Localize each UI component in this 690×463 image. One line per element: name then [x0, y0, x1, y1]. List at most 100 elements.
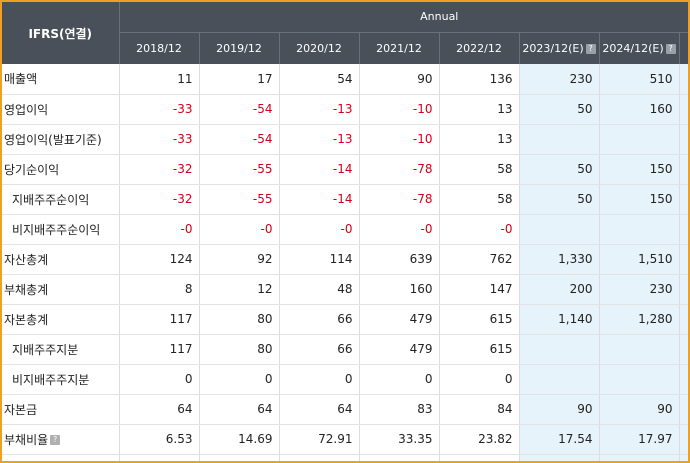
table-row: 매출액 11 17 54 90 136 230 510	[2, 64, 688, 95]
table-cell: 230	[518, 64, 599, 95]
table-cell	[118, 454, 199, 461]
table-cell: -0	[198, 214, 279, 245]
table-cell	[278, 454, 359, 461]
period-label: 2022/12	[456, 41, 502, 55]
row-label: 자본총계	[2, 304, 119, 335]
period-header: 2024/12(E)?	[598, 31, 679, 64]
table-cell: -0	[438, 214, 519, 245]
table-cell: 23.82	[438, 424, 519, 455]
row-label: 영업이익(발표기준)	[2, 124, 119, 155]
table-cell: -10	[358, 124, 439, 155]
table-cell	[678, 274, 688, 305]
table-cell: 92	[198, 244, 279, 275]
table-cell: 114	[278, 244, 359, 275]
row-label: 부채총계	[2, 274, 119, 305]
table-cell: 66	[278, 304, 359, 335]
table-cell: -32	[118, 184, 199, 215]
table-row: 자본총계 117 80 66 479 615 1,140 1,280	[2, 304, 688, 335]
row-label-text: 지배주주지분	[12, 342, 79, 357]
table-cell	[598, 454, 679, 461]
table-cell: 0	[358, 364, 439, 395]
table-cell	[678, 94, 688, 125]
period-label: 2021/12	[376, 41, 422, 55]
table-cell: -0	[358, 214, 439, 245]
table-cell: 17.97	[598, 424, 679, 455]
table-cell: -13	[278, 94, 359, 125]
row-label-text: 비지배주주순이익	[12, 222, 101, 237]
period-header: 2	[678, 31, 688, 64]
row-label-text: 영업이익	[4, 102, 49, 117]
table-cell: 510	[598, 64, 679, 95]
table-cell: 66	[278, 334, 359, 365]
table-cell: -32	[118, 154, 199, 185]
table-cell	[598, 124, 679, 155]
table-cell	[598, 214, 679, 245]
table-cell	[678, 334, 688, 365]
period-header: 2021/12	[358, 31, 439, 64]
table-cell: 33.35	[358, 424, 439, 455]
table-cell	[678, 184, 688, 215]
row-label: 지배주주순이익	[2, 184, 119, 215]
table-row: 영업이익(발표기준) -33 -54 -13 -10 13	[2, 124, 688, 155]
table-cell	[678, 124, 688, 155]
table-row: 비지배주주순이익 -0 -0 -0 -0 -0	[2, 214, 688, 245]
table-cell	[198, 454, 279, 461]
table-row: 영업이익 -33 -54 -13 -10 13 50 160	[2, 94, 688, 125]
table-cell: 50	[518, 94, 599, 125]
table-cell: 48	[278, 274, 359, 305]
row-label-text: 당기순이익	[4, 162, 60, 177]
table-cell: 58	[438, 154, 519, 185]
period-label: 2023/12(E)	[522, 41, 584, 55]
table-cell	[678, 424, 688, 455]
period-header: 2023/12(E)?	[518, 31, 599, 64]
table-cell: -33	[118, 124, 199, 155]
row-label: 비지배주주순이익	[2, 214, 119, 245]
table-cell: 6.53	[118, 424, 199, 455]
row-label: 지배주주지분	[2, 334, 119, 365]
table-cell: 64	[198, 394, 279, 425]
table-cell: -78	[358, 184, 439, 215]
table-cell	[518, 214, 599, 245]
table-cell: -13	[278, 124, 359, 155]
table-cell: -55	[198, 154, 279, 185]
table-cell: 479	[358, 334, 439, 365]
table-cell	[678, 364, 688, 395]
table-cell: -78	[358, 154, 439, 185]
table-row: 당기순이익 -32 -55 -14 -78 58 50 150	[2, 154, 688, 185]
table-cell: -10	[358, 94, 439, 125]
period-header: 2020/12	[278, 31, 359, 64]
table-cell: 147	[438, 274, 519, 305]
row-label-text: 자산총계	[4, 252, 49, 267]
table-cell: 160	[358, 274, 439, 305]
row-label: 자산총계	[2, 244, 119, 275]
table-cell: -33	[118, 94, 199, 125]
table-body: 매출액 11 17 54 90 136 230 510 영업이익 -33 -54 -13 -10 13 50…	[2, 64, 688, 461]
table-cell: 80	[198, 334, 279, 365]
period-label: 2019/12	[216, 41, 262, 55]
table-cell	[678, 244, 688, 275]
table-cell: 80	[198, 304, 279, 335]
table-cell: 160	[598, 94, 679, 125]
table-cell: -14	[278, 154, 359, 185]
row-label: 비지배주주지분	[2, 364, 119, 395]
help-icon[interactable]: ?	[50, 435, 61, 445]
row-label-text: 자본총계	[4, 312, 49, 327]
row-label-text: 매출액	[4, 72, 38, 87]
table-cell: 230	[598, 274, 679, 305]
period-label: 2024/12(E)	[602, 41, 664, 55]
row-label: 부채비율?	[2, 424, 119, 455]
table-cell	[678, 454, 688, 461]
table-cell: 762	[438, 244, 519, 275]
help-icon[interactable]: ?	[665, 43, 676, 54]
table-cell: -0	[118, 214, 199, 245]
table-cell: 58	[438, 184, 519, 215]
table-row: 부채총계 8 12 48 160 147 200 230	[2, 274, 688, 305]
table-cell: 479	[358, 304, 439, 335]
table-cell: 13	[438, 94, 519, 125]
help-icon[interactable]: ?	[585, 43, 596, 54]
row-label: 당기순이익	[2, 154, 119, 185]
table-cell: -54	[198, 94, 279, 125]
table-cell: 0	[198, 364, 279, 395]
